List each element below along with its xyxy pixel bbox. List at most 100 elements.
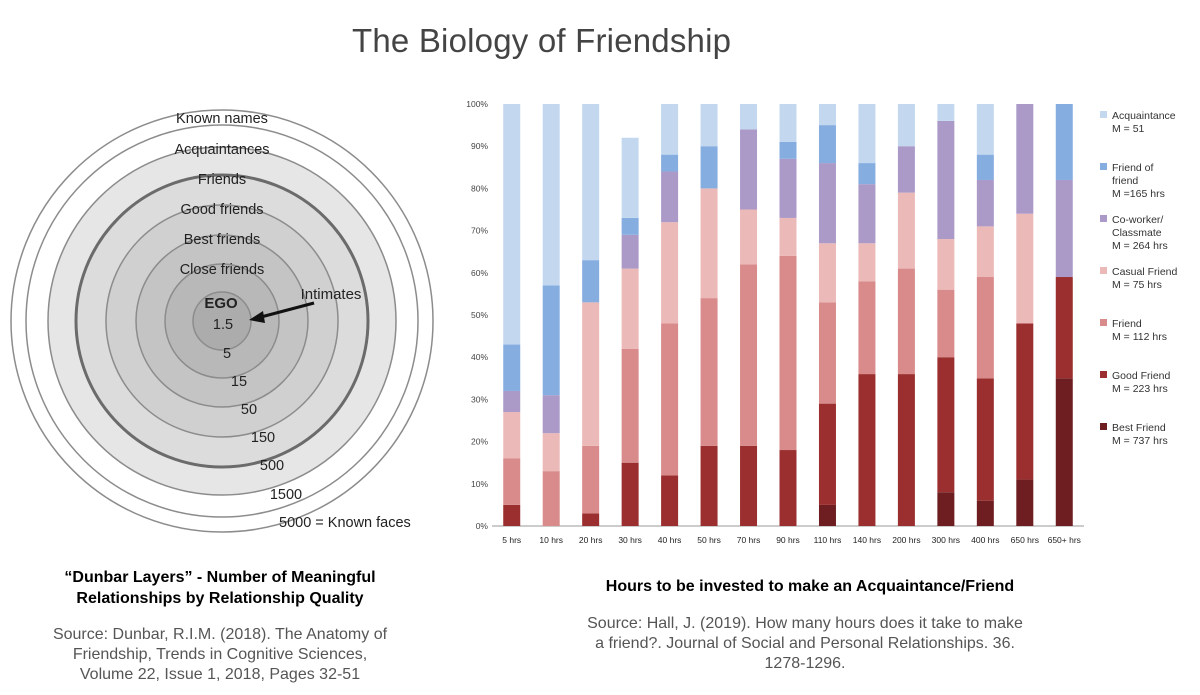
bar-segment [661, 222, 679, 324]
bar-segment [542, 395, 560, 434]
dunbar-caption-line2: Relationships by Relationship Quality [76, 590, 364, 607]
x-tick-label: 5 hrs [502, 535, 521, 545]
layer-number-5000: 5000 = Known faces [279, 515, 411, 531]
layer-number-150: 150 [251, 430, 275, 446]
bar-segment [779, 158, 797, 218]
x-tick-label: 650+ hrs [1048, 535, 1081, 545]
y-tick-label: 60% [471, 268, 488, 278]
bar-segment [621, 268, 639, 349]
bar-segment [818, 504, 836, 526]
legend-sub-label: M =165 hrs [1112, 188, 1165, 200]
x-tick-label: 30 hrs [618, 535, 642, 545]
x-tick-label: 140 hrs [853, 535, 881, 545]
bar-segment [700, 445, 718, 526]
bar-segment [858, 104, 876, 164]
ring-label-close-friends: Close friends [180, 262, 265, 278]
bar-segment [897, 192, 915, 269]
bar-segment [542, 285, 560, 396]
y-tick-label: 0% [476, 521, 489, 531]
bar-segment [858, 163, 876, 185]
dunbar-caption: “Dunbar Layers” - Number of Meaningful R… [20, 567, 420, 609]
bar-segment [1016, 323, 1034, 480]
bar-segment [661, 323, 679, 476]
bar-segment [897, 104, 915, 147]
bar-segment [740, 209, 758, 265]
bar-segment [897, 146, 915, 193]
ring-label-friends: Friends [198, 172, 246, 188]
legend-sub-label: M = 737 hrs [1112, 435, 1168, 447]
bar-segment [542, 433, 560, 472]
dunbar-source-line1: Source: Dunbar, R.I.M. (2018). The Anato… [52, 626, 388, 643]
bar-segment [897, 268, 915, 375]
bar-segment [858, 281, 876, 375]
bar-segment [740, 129, 758, 210]
legend-label: Casual Friend [1112, 266, 1178, 278]
bar-segment [779, 217, 797, 256]
x-tick-label: 650 hrs [1011, 535, 1039, 545]
x-tick-label: 90 hrs [776, 535, 800, 545]
bar-segment [700, 298, 718, 446]
bar-segment [700, 104, 718, 147]
bar-segment [661, 171, 679, 223]
x-tick-label: 50 hrs [697, 535, 721, 545]
bar-segment [661, 154, 679, 172]
y-tick-label: 90% [471, 141, 488, 151]
bar-segment [937, 239, 955, 290]
bar-segment [818, 302, 836, 404]
legend-label: Co-worker/ [1112, 214, 1163, 226]
bar-segment [937, 104, 955, 121]
legend-swatch [1100, 215, 1107, 222]
ring-label-acquaintances: Acquaintances [174, 142, 269, 158]
plot-area: 0% 10% 20% 30% 40% 50% 60% 70% 80% 90% 100% 5 hrs 10… [466, 99, 1084, 545]
bar-segment [700, 188, 718, 299]
layer-number-1500: 1500 [270, 487, 302, 503]
x-tick-label: 300 hrs [932, 535, 960, 545]
bar-segment [542, 104, 560, 286]
bar-segment [937, 357, 955, 493]
y-tick-label: 30% [471, 394, 488, 404]
bar-segment [779, 141, 797, 159]
legend-sub-label: M = 264 hrs [1112, 240, 1168, 252]
bar-segment [779, 104, 797, 142]
bar-segment [503, 412, 521, 459]
legend-label: Friend [1112, 318, 1142, 330]
intimates-label: Intimates [301, 286, 362, 303]
bar-segment [858, 374, 876, 526]
bar-segment [818, 104, 836, 126]
dunbar-rings [10, 109, 434, 533]
ring-label-best-friends: Best friends [184, 232, 261, 248]
y-tick-label: 50% [471, 310, 488, 320]
bar-segment [976, 179, 994, 227]
bar-segment [700, 146, 718, 189]
bar-source-line2: a friend?. Journal of Social and Persona… [595, 635, 1015, 652]
bar-segment [1016, 479, 1034, 526]
dunbar-source: Source: Dunbar, R.I.M. (2018). The Anato… [20, 625, 420, 685]
bar-segment [740, 264, 758, 446]
legend-label: Classmate [1112, 227, 1162, 239]
bar-segment [818, 125, 836, 164]
legend-label: Good Friend [1112, 370, 1171, 382]
bar-segment [503, 104, 521, 345]
bar-segment [976, 277, 994, 379]
legend-sub-label: M = 75 hrs [1112, 279, 1162, 291]
bar-source-line3: 1278-1296. [764, 655, 846, 672]
bar-segment [976, 104, 994, 155]
legend-label: Best Friend [1112, 422, 1166, 434]
layer-number-1-5: 1.5 [213, 317, 233, 333]
x-tick-label: 20 hrs [579, 535, 603, 545]
bar-segment [1055, 277, 1073, 379]
bar-chart-caption: Hours to be invested to make an Acquaint… [605, 578, 1015, 595]
ring-ego [192, 291, 252, 351]
bar-segment [621, 217, 639, 235]
bar-segment [740, 445, 758, 526]
bar-segment [582, 445, 600, 514]
bar-segment [1055, 179, 1073, 278]
x-tick-label: 400 hrs [971, 535, 999, 545]
dunbar-source-line3: Volume 22, Issue 1, 2018, Pages 32-51 [79, 666, 361, 683]
legend-label: Acquaintance [1112, 110, 1176, 122]
bar-segment [1016, 104, 1034, 214]
bar-segment [976, 226, 994, 278]
